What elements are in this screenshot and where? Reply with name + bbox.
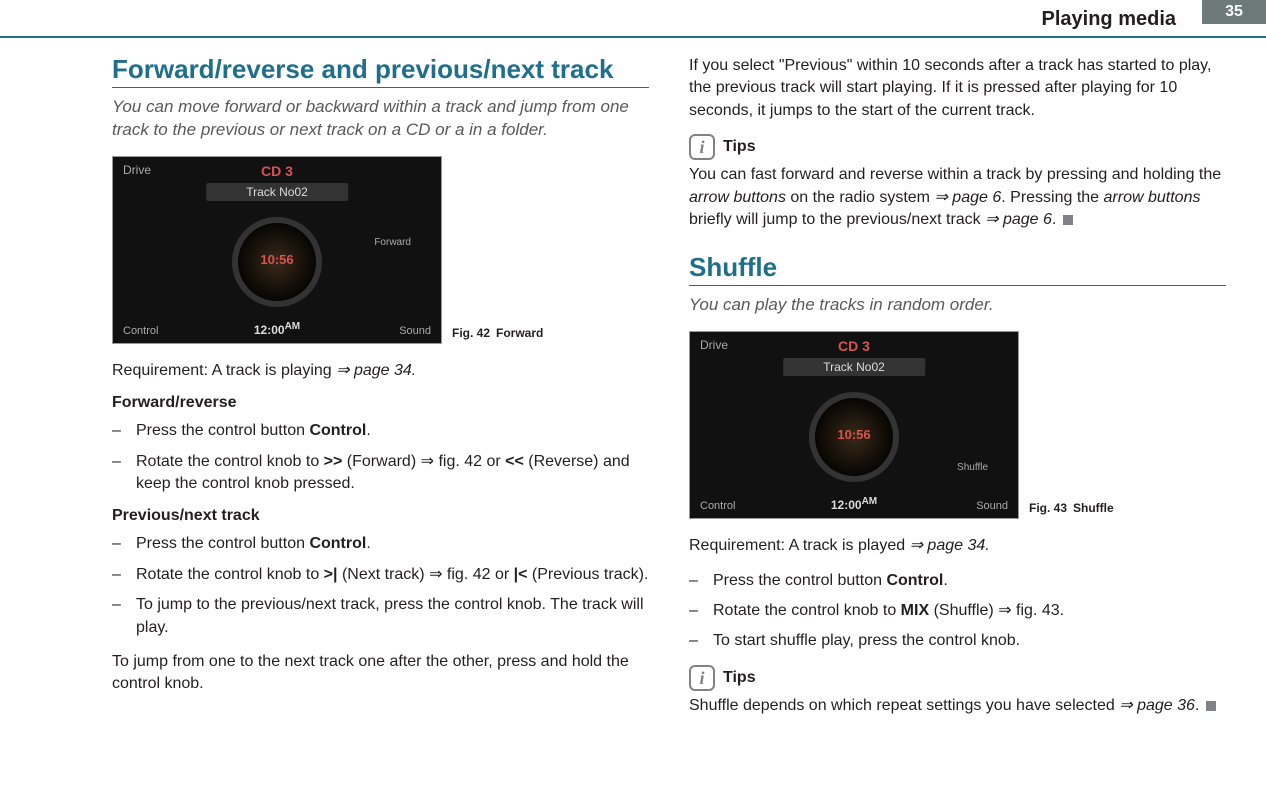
figure-43: Drive CD 3 Track No02 10:56 Shuffle Cont… bbox=[689, 331, 1226, 519]
fig-forward-label: Forward bbox=[374, 237, 411, 248]
right-column: If you select "Previous" within 10 secon… bbox=[689, 55, 1226, 800]
step-item: To jump to the previous/next track, pres… bbox=[112, 594, 649, 639]
tips-label: Tips bbox=[723, 138, 756, 156]
end-marker-icon bbox=[1206, 701, 1216, 711]
fig-time-label: 10:56 bbox=[260, 252, 293, 267]
fig-track-label: Track No02 bbox=[206, 183, 348, 201]
fig-drive-label: Drive bbox=[700, 338, 728, 352]
fig-drive-label: Drive bbox=[123, 163, 151, 177]
tips-header-2: i Tips bbox=[689, 665, 1226, 691]
fig-clock-label: 12:00AM bbox=[831, 496, 877, 512]
tips-header: i Tips bbox=[689, 134, 1226, 160]
section-title-forward-reverse: Forward/reverse and previous/next track bbox=[112, 55, 649, 88]
section-title-shuffle: Shuffle bbox=[689, 253, 1226, 286]
steps-forward-reverse: Press the control button Control. Rotate… bbox=[112, 420, 649, 495]
step-item: Press the control button Control. bbox=[689, 570, 1226, 592]
tips-body-2: Shuffle depends on which repeat settings… bbox=[689, 695, 1226, 717]
info-icon: i bbox=[689, 665, 715, 691]
figure-42-caption: Fig. 42Forward bbox=[452, 326, 543, 344]
shuffle-requirement: Requirement: A track is played ⇒ page 34… bbox=[689, 535, 1226, 557]
left-column: Forward/reverse and previous/next track … bbox=[112, 55, 649, 800]
section-intro: You can move forward or backward within … bbox=[112, 96, 649, 142]
step-item: Press the control button Control. bbox=[112, 420, 649, 442]
step-item: Rotate the control knob to MIX (Shuffle)… bbox=[689, 600, 1226, 622]
page-header: Playing media 35 bbox=[0, 0, 1266, 38]
figure-43-caption: Fig. 43Shuffle bbox=[1029, 501, 1114, 519]
fig-sound-label: Sound bbox=[976, 500, 1008, 512]
tail-paragraph: To jump from one to the next track one a… bbox=[112, 651, 649, 696]
step-item: Press the control button Control. bbox=[112, 533, 649, 555]
figure-42-image: Drive CD 3 Track No02 10:56 Forward Cont… bbox=[112, 156, 442, 344]
step-item: Rotate the control knob to >| (Next trac… bbox=[112, 564, 649, 586]
header-title: Playing media bbox=[1042, 8, 1177, 31]
subheading-prev-next: Previous/next track bbox=[112, 507, 649, 525]
requirement-text: Requirement: A track is playing ⇒ page 3… bbox=[112, 360, 649, 382]
shuffle-intro: You can play the tracks in random order. bbox=[689, 294, 1226, 317]
info-icon: i bbox=[689, 134, 715, 160]
previous-behavior-text: If you select "Previous" within 10 secon… bbox=[689, 55, 1226, 122]
fig-shuffle-label: Shuffle bbox=[957, 462, 988, 473]
fig-sound-label: Sound bbox=[399, 325, 431, 337]
fig-cd-label: CD 3 bbox=[838, 338, 870, 354]
figure-42: Drive CD 3 Track No02 10:56 Forward Cont… bbox=[112, 156, 649, 344]
steps-prev-next: Press the control button Control. Rotate… bbox=[112, 533, 649, 639]
step-item: Rotate the control knob to >> (Forward) … bbox=[112, 451, 649, 496]
tips-body: You can fast forward and reverse within … bbox=[689, 164, 1226, 231]
fig-control-label: Control bbox=[700, 500, 735, 512]
figure-43-image: Drive CD 3 Track No02 10:56 Shuffle Cont… bbox=[689, 331, 1019, 519]
content-area: Forward/reverse and previous/next track … bbox=[112, 55, 1226, 800]
steps-shuffle: Press the control button Control. Rotate… bbox=[689, 570, 1226, 653]
fig-track-label: Track No02 bbox=[783, 358, 925, 376]
fig-control-label: Control bbox=[123, 325, 158, 337]
fig-clock-label: 12:00AM bbox=[254, 321, 300, 337]
tips-label-2: Tips bbox=[723, 669, 756, 687]
page-number: 35 bbox=[1202, 0, 1266, 24]
subheading-forward-reverse: Forward/reverse bbox=[112, 394, 649, 412]
fig-time-label: 10:56 bbox=[837, 427, 870, 442]
end-marker-icon bbox=[1063, 215, 1073, 225]
step-item: To start shuffle play, press the control… bbox=[689, 630, 1226, 652]
fig-cd-label: CD 3 bbox=[261, 163, 293, 179]
